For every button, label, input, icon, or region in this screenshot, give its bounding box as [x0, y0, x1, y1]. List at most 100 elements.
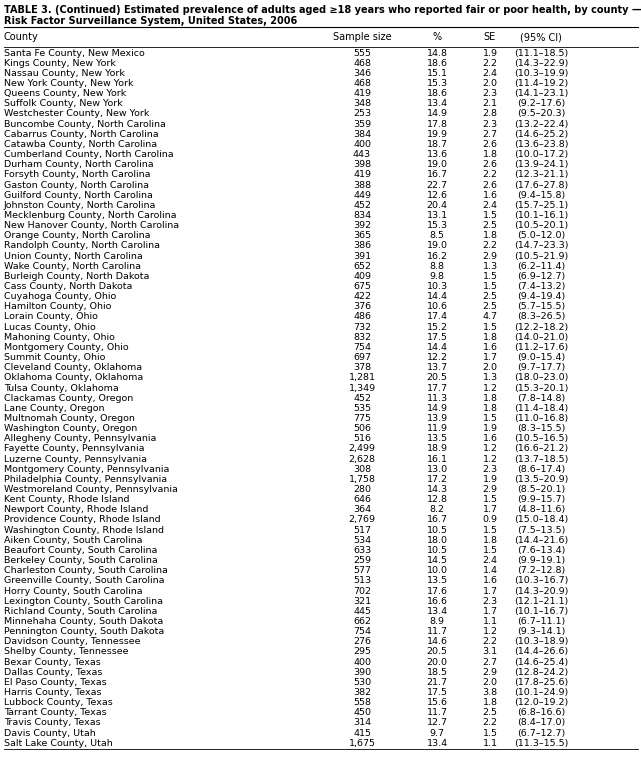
- Text: Multnomah County, Oregon: Multnomah County, Oregon: [4, 414, 135, 423]
- Text: 2.7: 2.7: [483, 130, 497, 138]
- Text: 21.7: 21.7: [426, 678, 447, 687]
- Text: 13.5: 13.5: [426, 435, 447, 443]
- Text: 10.5: 10.5: [426, 526, 447, 535]
- Text: (7.5–13.5): (7.5–13.5): [517, 526, 565, 535]
- Text: 1.3: 1.3: [483, 373, 497, 382]
- Text: 376: 376: [353, 302, 371, 311]
- Text: 449: 449: [353, 190, 371, 200]
- Text: Montgomery County, Pennsylvania: Montgomery County, Pennsylvania: [4, 464, 169, 474]
- Text: 754: 754: [353, 343, 371, 352]
- Text: (9.2–17.6): (9.2–17.6): [517, 99, 565, 109]
- Text: Kings County, New York: Kings County, New York: [4, 59, 116, 68]
- Text: Burleigh County, North Dakota: Burleigh County, North Dakota: [4, 272, 149, 281]
- Text: 633: 633: [353, 546, 371, 555]
- Text: (7.4–13.2): (7.4–13.2): [517, 282, 565, 291]
- Text: 1.2: 1.2: [483, 627, 497, 636]
- Text: 468: 468: [353, 59, 371, 68]
- Text: 2.2: 2.2: [483, 171, 497, 179]
- Text: 12.2: 12.2: [426, 353, 447, 362]
- Text: Clackamas County, Oregon: Clackamas County, Oregon: [4, 394, 133, 402]
- Text: 516: 516: [353, 435, 371, 443]
- Text: 11.7: 11.7: [426, 627, 447, 636]
- Text: (9.5–20.3): (9.5–20.3): [517, 109, 565, 119]
- Text: 1.7: 1.7: [483, 506, 497, 514]
- Text: 17.8: 17.8: [426, 119, 447, 129]
- Text: Shelby County, Tennessee: Shelby County, Tennessee: [4, 647, 128, 656]
- Text: (8.4–17.0): (8.4–17.0): [517, 718, 565, 728]
- Text: El Paso County, Texas: El Paso County, Texas: [4, 678, 106, 687]
- Text: Johnston County, North Carolina: Johnston County, North Carolina: [4, 201, 156, 210]
- Text: 2.2: 2.2: [483, 637, 497, 646]
- Text: 253: 253: [353, 109, 371, 119]
- Text: 1.8: 1.8: [483, 231, 497, 240]
- Text: (11.2–17.6): (11.2–17.6): [514, 343, 568, 352]
- Text: (13.9–24.1): (13.9–24.1): [514, 160, 568, 169]
- Text: (95% CI): (95% CI): [520, 32, 562, 42]
- Text: 2.6: 2.6: [483, 181, 497, 190]
- Text: 2.3: 2.3: [483, 119, 497, 129]
- Text: Westmoreland County, Pennsylvania: Westmoreland County, Pennsylvania: [4, 485, 178, 494]
- Text: 2.5: 2.5: [483, 708, 497, 718]
- Text: 1.5: 1.5: [483, 272, 497, 281]
- Text: 346: 346: [353, 69, 371, 78]
- Text: 419: 419: [353, 90, 371, 98]
- Text: Cuyahoga County, Ohio: Cuyahoga County, Ohio: [4, 292, 116, 301]
- Text: 295: 295: [353, 647, 371, 656]
- Text: 20.4: 20.4: [426, 201, 447, 210]
- Text: Oklahoma County, Oklahoma: Oklahoma County, Oklahoma: [4, 373, 143, 382]
- Text: Richland County, South Carolina: Richland County, South Carolina: [4, 607, 158, 616]
- Text: 452: 452: [353, 201, 371, 210]
- Text: (14.6–25.2): (14.6–25.2): [514, 130, 568, 138]
- Text: 2.0: 2.0: [483, 79, 497, 88]
- Text: 11.9: 11.9: [426, 424, 447, 433]
- Text: Luzerne County, Pennsylvania: Luzerne County, Pennsylvania: [4, 454, 147, 464]
- Text: (11.4–18.4): (11.4–18.4): [514, 404, 568, 413]
- Text: (10.3–19.9): (10.3–19.9): [514, 69, 568, 78]
- Text: Travis County, Texas: Travis County, Texas: [4, 718, 101, 728]
- Text: 391: 391: [353, 252, 371, 261]
- Text: 409: 409: [353, 272, 371, 281]
- Text: (10.5–20.1): (10.5–20.1): [514, 221, 568, 230]
- Text: 2.4: 2.4: [483, 201, 497, 210]
- Text: (6.7–12.7): (6.7–12.7): [517, 728, 565, 737]
- Text: (10.1–24.9): (10.1–24.9): [514, 688, 568, 697]
- Text: 832: 832: [353, 333, 371, 342]
- Text: 400: 400: [353, 140, 371, 149]
- Text: 445: 445: [353, 607, 371, 616]
- Text: Lexington County, South Carolina: Lexington County, South Carolina: [4, 597, 163, 606]
- Text: (7.8–14.8): (7.8–14.8): [517, 394, 565, 402]
- Text: 4.7: 4.7: [483, 312, 497, 321]
- Text: 14.3: 14.3: [426, 485, 447, 494]
- Text: 19.0: 19.0: [426, 160, 447, 169]
- Text: 13.9: 13.9: [426, 414, 447, 423]
- Text: 468: 468: [353, 79, 371, 88]
- Text: 17.6: 17.6: [426, 587, 447, 595]
- Text: 2.9: 2.9: [483, 668, 497, 677]
- Text: 16.6: 16.6: [426, 597, 447, 606]
- Text: 2.4: 2.4: [483, 69, 497, 78]
- Text: 486: 486: [353, 312, 371, 321]
- Text: 276: 276: [353, 637, 371, 646]
- Text: 1.7: 1.7: [483, 607, 497, 616]
- Text: 14.5: 14.5: [426, 556, 447, 565]
- Text: 1,281: 1,281: [349, 373, 376, 382]
- Text: 388: 388: [353, 181, 371, 190]
- Text: Mecklenburg County, North Carolina: Mecklenburg County, North Carolina: [4, 211, 176, 220]
- Text: 652: 652: [353, 262, 371, 271]
- Text: 2.7: 2.7: [483, 658, 497, 666]
- Text: Providence County, Rhode Island: Providence County, Rhode Island: [4, 516, 161, 525]
- Text: 415: 415: [353, 728, 371, 737]
- Text: Risk Factor Surveillance System, United States, 2006: Risk Factor Surveillance System, United …: [4, 16, 297, 26]
- Text: 14.6: 14.6: [426, 637, 447, 646]
- Text: Salt Lake County, Utah: Salt Lake County, Utah: [4, 739, 113, 747]
- Text: 2.1: 2.1: [483, 99, 497, 109]
- Text: 513: 513: [353, 576, 371, 585]
- Text: Union County, North Carolina: Union County, North Carolina: [4, 252, 143, 261]
- Text: (13.7–18.5): (13.7–18.5): [514, 454, 568, 464]
- Text: 1.5: 1.5: [483, 323, 497, 331]
- Text: 15.3: 15.3: [426, 221, 447, 230]
- Text: (7.2–12.8): (7.2–12.8): [517, 566, 565, 575]
- Text: (15.7–25.1): (15.7–25.1): [514, 201, 568, 210]
- Text: 14.4: 14.4: [426, 292, 447, 301]
- Text: (17.6–27.8): (17.6–27.8): [514, 181, 568, 190]
